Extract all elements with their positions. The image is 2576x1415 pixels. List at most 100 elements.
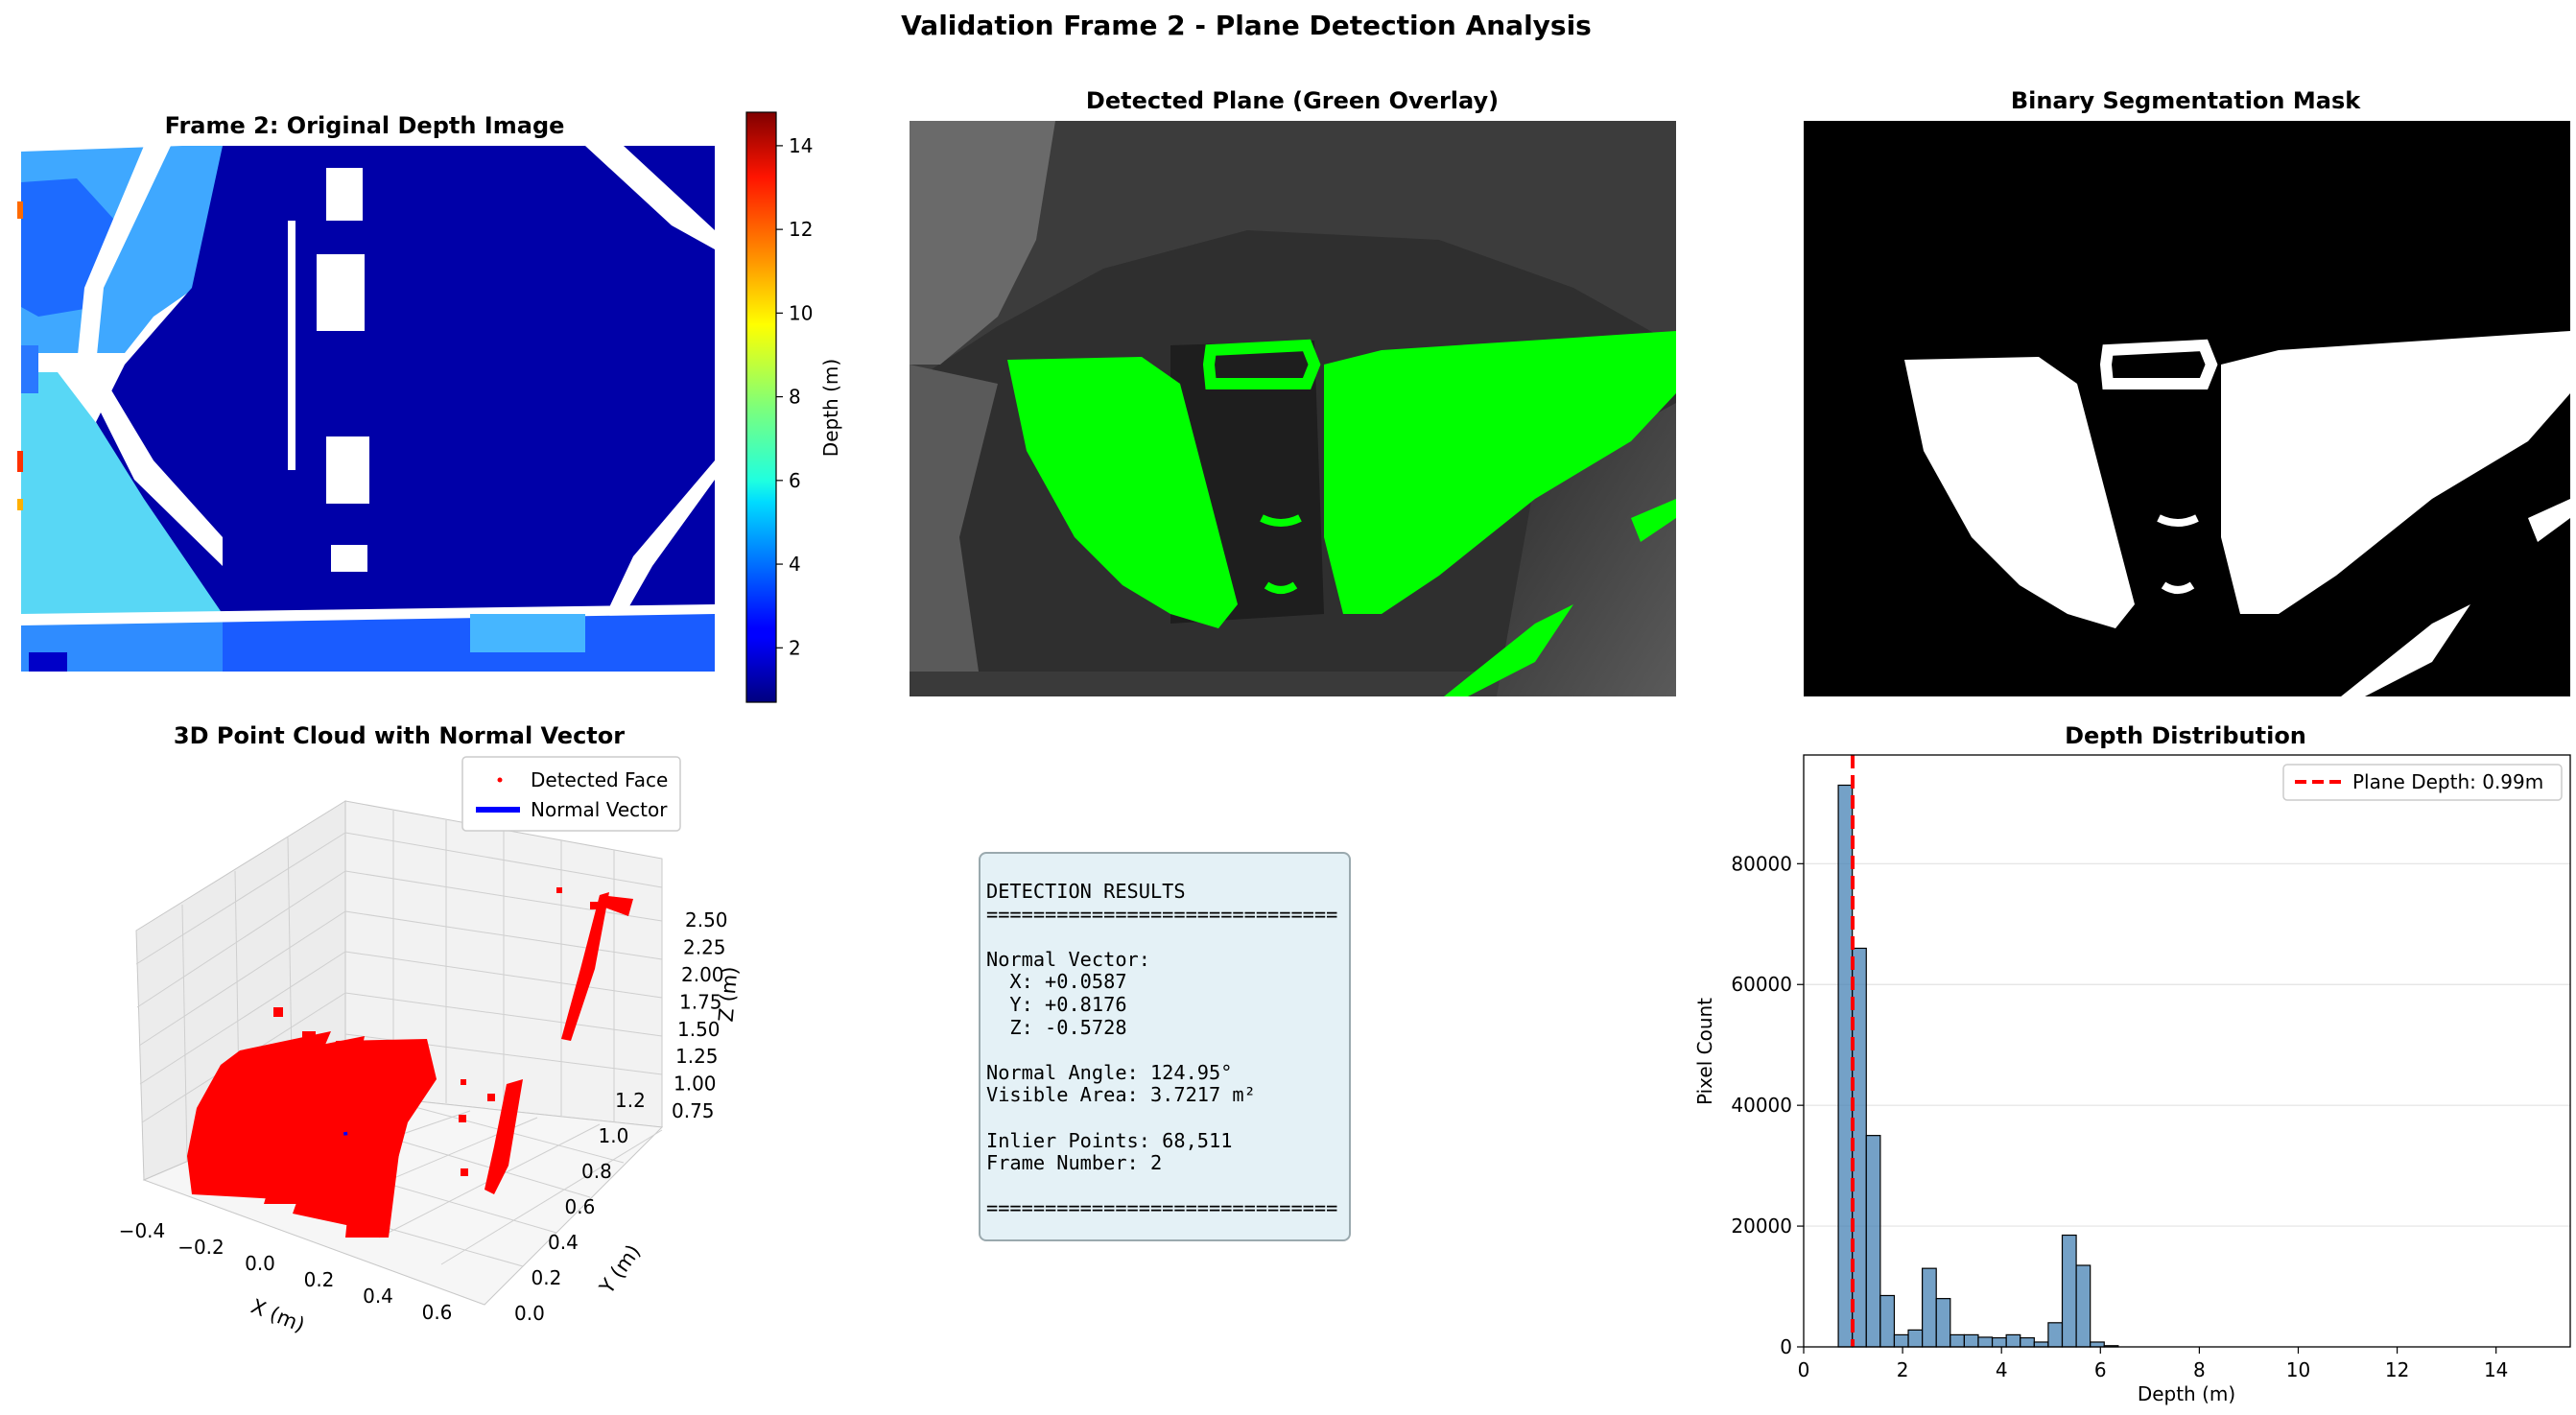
colorbar-tick-label: 2 <box>789 636 801 659</box>
x-tick-label: 10 <box>2286 1358 2310 1381</box>
colorbar-tick-label: 8 <box>789 386 801 409</box>
histogram-bar <box>2061 1234 2077 1348</box>
point-cloud-z-ticks: 0.75 1.00 1.25 1.50 1.75 2.00 2.25 2.50 <box>672 908 728 1122</box>
histogram-bar <box>1893 1333 1909 1348</box>
y-tick-label: 60000 <box>1731 973 1792 996</box>
colorbar-tick-label: 6 <box>789 469 801 492</box>
results-line: Z: -0.5728 <box>986 1015 1127 1039</box>
mask-title: Binary Segmentation Mask <box>2011 87 2361 114</box>
results-line: DETECTION RESULTS <box>986 880 1186 903</box>
depth-colorbar-ticks: 2 4 6 8 10 12 14 <box>776 134 813 659</box>
colorbar-tick-label: 14 <box>789 134 813 157</box>
histogram-bar <box>1865 1135 1881 1348</box>
y-tick-label: 40000 <box>1731 1094 1792 1117</box>
histogram-bar <box>2033 1341 2049 1348</box>
x-tick-label: −0.2 <box>177 1236 225 1259</box>
z-tick-label: 1.75 <box>679 990 722 1013</box>
histogram-panel: Depth Distribution 0 2 4 6 8 10 12 14 0 20000 400… <box>1693 722 2571 1405</box>
histogram-legend: Plane Depth: 0.99m <box>2282 764 2563 801</box>
histogram-bar <box>2005 1333 2021 1348</box>
colorbar-tick-label: 4 <box>789 553 801 576</box>
mask-panel: Binary Segmentation Mask <box>1804 87 2570 696</box>
overlay-image <box>910 121 1676 696</box>
y-tick-label: 0.0 <box>514 1302 545 1325</box>
depth-colorbar-label: Depth (m) <box>819 359 842 457</box>
histogram-bar <box>1935 1298 1951 1348</box>
y-tick-label: 80000 <box>1731 852 1792 875</box>
results-line: Visible Area: 3.7217 m² <box>986 1083 1256 1107</box>
histogram-frame <box>1803 754 2571 1348</box>
depth-image-panel: Frame 2: Original Depth Image <box>17 111 842 703</box>
figure-suptitle: Validation Frame 2 - Plane Detection Ana… <box>901 10 1592 41</box>
colorbar-tick-label: 12 <box>789 218 813 241</box>
x-tick-label: 14 <box>2484 1358 2508 1381</box>
histogram-bar <box>2090 1341 2105 1348</box>
point-cloud-panel: 3D Point Cloud with Normal Vector <box>119 722 743 1336</box>
z-tick-label: 2.25 <box>683 936 726 959</box>
point-cloud-y-label: Y (m) <box>595 1240 646 1299</box>
histogram-x-ticks: 0 2 4 6 8 10 12 14 <box>1798 1347 2508 1381</box>
results-line: X: +0.0587 <box>986 970 1127 994</box>
histogram-y-ticks: 0 20000 40000 60000 80000 <box>1731 852 1804 1358</box>
results-line: ============================== <box>986 902 1338 926</box>
point-cloud-legend: Detected Face Normal Vector <box>461 756 681 832</box>
histogram-bar <box>1837 784 1854 1348</box>
histogram-bar <box>1879 1294 1896 1348</box>
y-tick-label: 0.8 <box>581 1160 612 1183</box>
colorbar-tick-label: 10 <box>789 301 813 324</box>
histogram-y-label: Pixel Count <box>1693 998 1716 1105</box>
z-tick-label: 2.50 <box>685 908 728 932</box>
histogram-grid <box>1804 862 2570 1227</box>
x-tick-label: 4 <box>1996 1358 2008 1381</box>
z-tick-label: 0.75 <box>672 1099 715 1122</box>
histogram-bar <box>1977 1336 1994 1348</box>
x-tick-label: 0 <box>1798 1358 1810 1381</box>
results-line: Inlier Points: 68,511 <box>986 1128 1233 1152</box>
overlay-title: Detected Plane (Green Overlay) <box>1086 87 1499 114</box>
point-cloud-points <box>187 887 633 1238</box>
x-tick-label: 8 <box>2193 1358 2206 1381</box>
point-cloud-title: 3D Point Cloud with Normal Vector <box>174 722 625 749</box>
legend-marker-detected-face <box>497 777 503 783</box>
histogram-bars <box>1837 784 2119 1348</box>
point-cloud-y-ticks: 0.0 0.2 0.4 0.6 0.8 1.0 1.2 <box>514 1089 646 1325</box>
histogram-bar <box>1991 1336 2007 1348</box>
histogram-x-label: Depth (m) <box>2138 1382 2235 1405</box>
y-tick-label: 1.2 <box>615 1089 646 1112</box>
green-plane-right <box>1324 331 1676 614</box>
depth-image-title: Frame 2: Original Depth Image <box>165 112 565 139</box>
point-cloud-x-ticks: −0.4 −0.2 0.0 0.2 0.4 0.6 <box>119 1219 453 1324</box>
z-tick-label: 2.00 <box>681 963 724 986</box>
point-cloud-x-label: X (m) <box>248 1295 308 1337</box>
results-line: Frame Number: 2 <box>986 1151 1163 1175</box>
x-tick-label: 0.6 <box>422 1301 453 1324</box>
histogram-bar <box>1963 1333 1979 1348</box>
green-plane-left <box>1007 357 1238 628</box>
results-line: Normal Angle: 124.95° <box>986 1060 1233 1084</box>
detection-results-box <box>979 852 1351 1241</box>
detection-results-text: DETECTION RESULTS ======================… <box>986 880 1338 1220</box>
histogram-bar <box>2020 1336 2035 1348</box>
histogram-bar <box>2075 1264 2092 1348</box>
x-tick-label: 6 <box>2094 1358 2107 1381</box>
y-tick-label: 20000 <box>1731 1215 1792 1238</box>
depth-colorbar: 2 4 6 8 10 12 14 Depth (m) <box>745 111 842 703</box>
y-tick-label: 1.0 <box>599 1124 629 1147</box>
z-tick-label: 1.25 <box>675 1045 719 1068</box>
x-tick-label: 0.2 <box>304 1268 335 1291</box>
x-tick-label: 12 <box>2385 1358 2409 1381</box>
histogram-bar <box>1907 1329 1924 1348</box>
y-tick-label: 0.6 <box>565 1195 596 1218</box>
x-tick-label: −0.4 <box>119 1219 166 1242</box>
x-tick-label: 0.0 <box>245 1252 275 1275</box>
legend-label-plane-depth: Plane Depth: 0.99m <box>2352 770 2543 793</box>
z-tick-label: 1.50 <box>677 1018 721 1041</box>
results-line: ============================== <box>986 1196 1338 1220</box>
x-tick-label: 2 <box>1897 1358 1909 1381</box>
y-tick-label: 0.2 <box>532 1266 562 1289</box>
y-tick-label: 0 <box>1780 1335 1792 1358</box>
histogram-bar <box>2047 1322 2064 1348</box>
x-tick-label: 0.4 <box>363 1285 393 1308</box>
results-line: Y: +0.8176 <box>986 992 1127 1016</box>
